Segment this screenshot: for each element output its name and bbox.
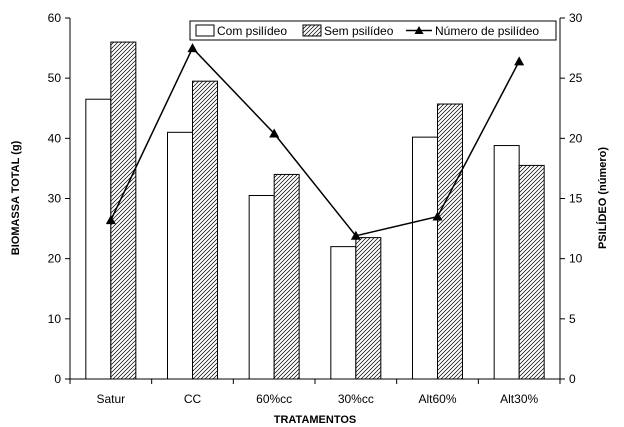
bar-com-psilideo (493, 145, 520, 380)
bar-com-psilideo (412, 136, 438, 380)
bar-sem-psilideo (518, 164, 545, 380)
y-tick-label: 40 (48, 131, 62, 145)
legend-label-com: Com psilídeo (217, 24, 287, 38)
right-y-ticks: 0 5 10 15 20 25 30 (560, 11, 583, 386)
y-tick-label: 50 (48, 71, 62, 85)
bar-com-psilideo (167, 131, 193, 380)
legend-swatch-com (195, 24, 215, 37)
y-tick-label: 20 (48, 252, 62, 266)
psilideo-point (350, 230, 361, 240)
legend-box (189, 20, 557, 41)
psilideo-line (110, 46, 520, 237)
x-tick-label: 30%cc (338, 392, 374, 406)
y-tick-label: 60 (48, 11, 62, 25)
bars-group (85, 41, 545, 380)
psilideo-point (514, 56, 525, 66)
left-y-ticks: 0 10 20 30 40 50 60 (48, 11, 70, 386)
psilideo-point (187, 43, 198, 53)
x-axis-title: TRATAMENTOS (274, 414, 357, 426)
bar-sem-psilideo (192, 80, 218, 380)
bar-sem-psilideo (273, 173, 300, 380)
y-tick-label: 10 (48, 312, 62, 326)
psilideo-point (269, 128, 280, 138)
bar-com-psilideo (330, 246, 357, 380)
x-tick-label: Alt30% (500, 392, 538, 406)
x-tick-label: 60%cc (256, 392, 292, 406)
y-axis-title: BIOMASSA TOTAL (g) (10, 140, 22, 255)
y2-tick-label: 5 (569, 312, 576, 326)
psilideo-point (105, 215, 116, 225)
x-tick-label: CC (184, 392, 202, 406)
legend: Com psilídeo Sem psilídeo Número de psil… (189, 20, 557, 41)
legend-swatch-sem (302, 24, 322, 37)
y2-tick-label: 30 (569, 11, 583, 25)
y2-tick-label: 10 (569, 252, 583, 266)
psilideo-point (432, 211, 443, 221)
y2-axis-title: PSILÍDEO (número) (596, 147, 609, 249)
y2-tick-label: 15 (569, 192, 583, 206)
line-series-group (105, 43, 525, 240)
bar-sem-psilideo (355, 237, 382, 380)
legend-label-line: Número de psilídeo (435, 24, 539, 38)
bar-sem-psilideo (437, 103, 463, 380)
y2-tick-label: 0 (569, 372, 576, 386)
legend-triangle-marker (414, 26, 424, 34)
x-ticks: Satur CC 60%cc 30%cc Alt60% Alt30% (69, 379, 561, 406)
bar-com-psilideo (248, 194, 275, 380)
legend-label-sem: Sem psilídeo (324, 24, 394, 38)
x-tick-label: Alt60% (418, 392, 456, 406)
y-tick-label: 0 (54, 372, 61, 386)
bar-com-psilideo (85, 98, 112, 380)
y2-tick-label: 20 (569, 131, 583, 145)
y-tick-label: 30 (48, 192, 62, 206)
x-tick-label: Satur (96, 392, 125, 406)
y2-tick-label: 25 (569, 71, 583, 85)
